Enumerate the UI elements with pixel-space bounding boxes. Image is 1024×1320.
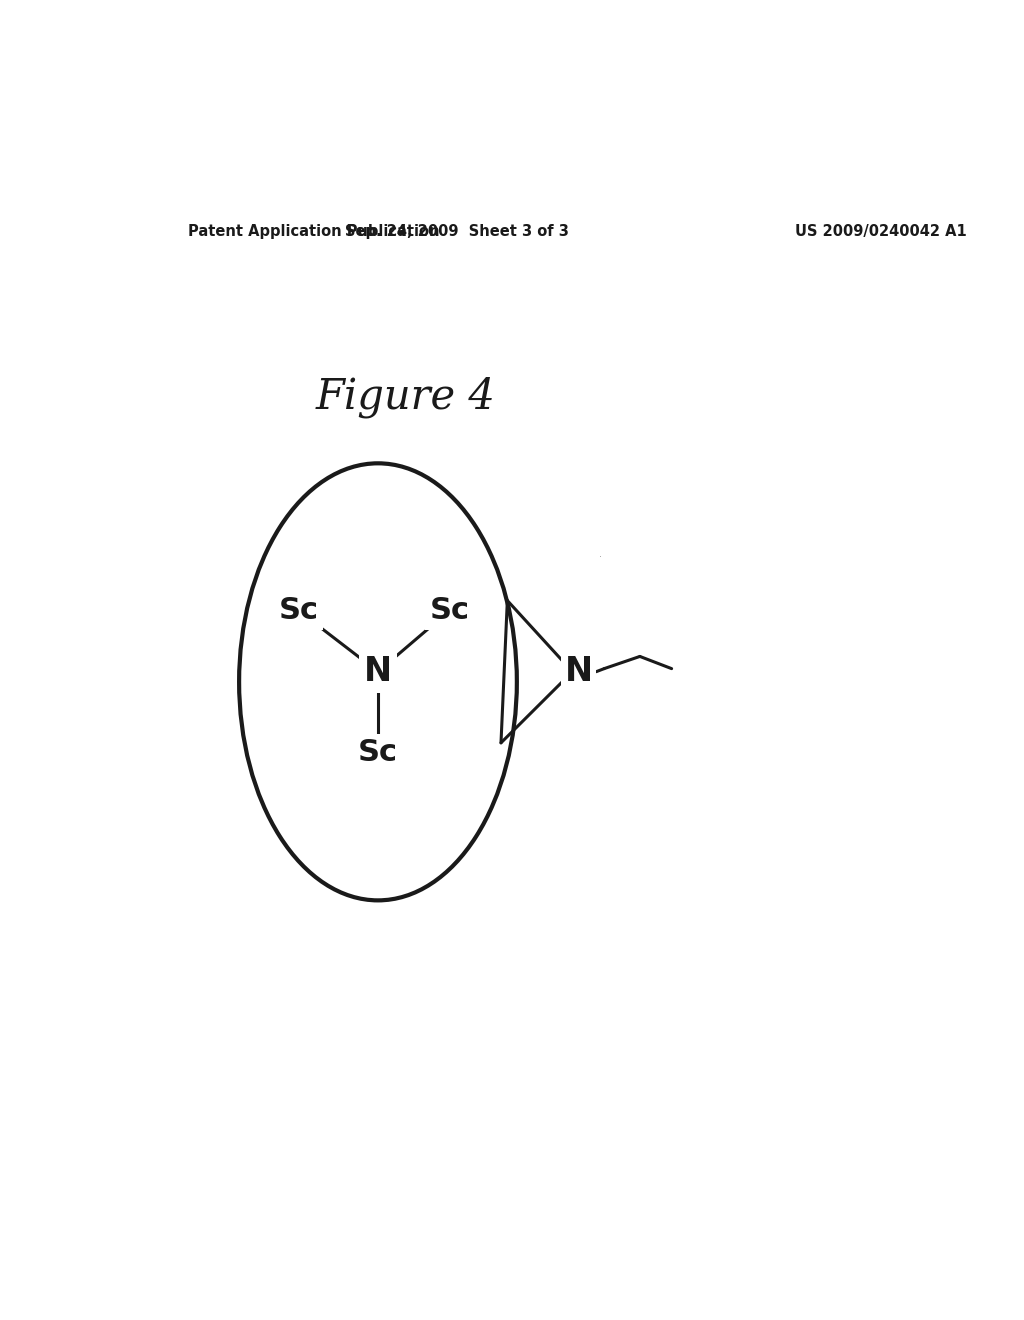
Text: Sep. 24, 2009  Sheet 3 of 3: Sep. 24, 2009 Sheet 3 of 3 <box>345 224 569 239</box>
Text: Sc: Sc <box>279 597 318 626</box>
Text: Figure 4: Figure 4 <box>315 376 496 418</box>
Text: Sc: Sc <box>429 597 469 626</box>
Text: Sc: Sc <box>358 738 398 767</box>
Text: Patent Application Publication: Patent Application Publication <box>187 224 439 239</box>
Text: N: N <box>564 655 593 688</box>
Text: ·: · <box>599 552 602 562</box>
Text: N: N <box>364 655 392 688</box>
Text: US 2009/0240042 A1: US 2009/0240042 A1 <box>795 224 967 239</box>
